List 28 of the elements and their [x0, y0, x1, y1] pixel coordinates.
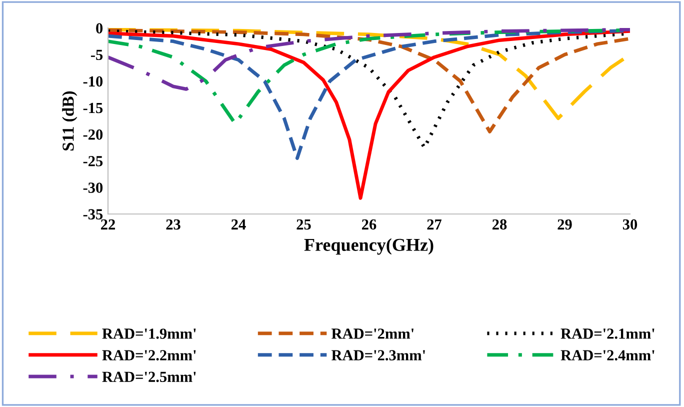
x-tick-label: 29	[558, 219, 572, 230]
x-tick-label: 28	[492, 219, 507, 230]
x-tick-label: 30	[622, 219, 638, 230]
y-tick-label: -30	[83, 182, 103, 193]
legend-label: RAD='2.3mm'	[332, 350, 425, 360]
y-tick-label: -15	[83, 102, 103, 114]
x-axis-title: Frequency(GHz)	[304, 238, 434, 255]
legend-label: RAD='2.4mm'	[560, 350, 654, 360]
x-tick-label: 26	[362, 219, 376, 230]
y-tick-label: -35	[83, 209, 103, 220]
x-tick-label: 23	[166, 219, 180, 230]
legend-label: RAD='1.9mm'	[102, 328, 196, 339]
y-axis-title: S11 (dB)	[62, 91, 78, 150]
y-tick-label: -5	[90, 50, 103, 60]
y-tick-label: 0	[96, 23, 103, 34]
x-tick-label: 27	[427, 219, 442, 230]
line-series	[108, 29, 630, 200]
x-tick-label: 25	[296, 219, 311, 230]
y-tick-label: -10	[83, 76, 103, 87]
legend-label: RAD='2mm'	[332, 328, 414, 339]
x-tick-label: 22	[101, 219, 115, 230]
y-tick-label: -25	[83, 156, 103, 166]
line-series	[108, 28, 630, 91]
legend-label: RAD='2.2mm'	[102, 350, 196, 360]
x-tick-label: 24	[232, 219, 246, 230]
legend-label: RAD='2.5mm'	[102, 372, 196, 382]
legend-label: RAD='2.1mm'	[560, 328, 654, 339]
y-tick-label: -20	[83, 129, 103, 140]
